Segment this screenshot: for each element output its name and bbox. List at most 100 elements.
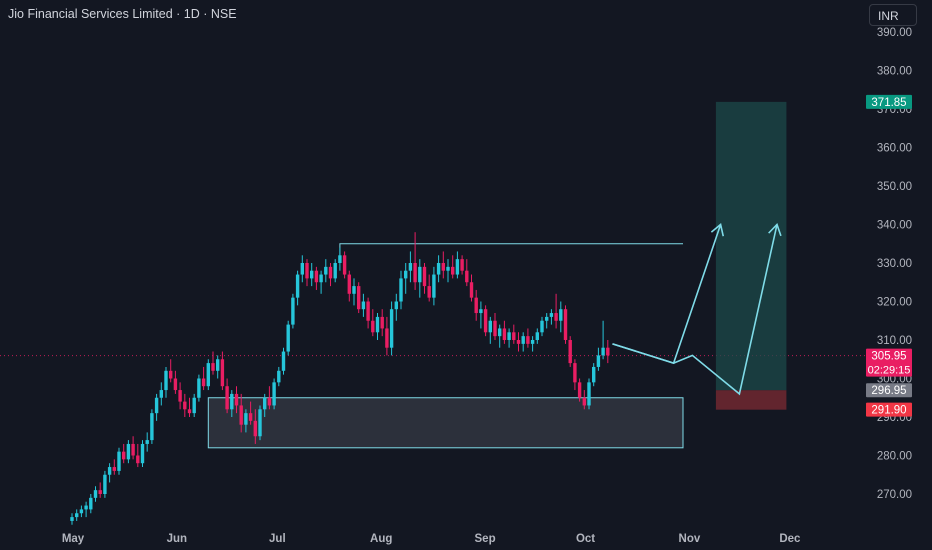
- candle-body: [357, 286, 361, 310]
- candle-body: [530, 340, 535, 344]
- candle-body: [187, 409, 192, 414]
- y-tick-label: 320.00: [877, 297, 912, 309]
- candle-body: [535, 332, 539, 340]
- candle-body: [253, 420, 257, 437]
- candle-body: [324, 266, 328, 275]
- target-zone: [715, 101, 787, 391]
- projection-path-a-arrowhead: [710, 223, 725, 237]
- candle-body: [211, 363, 215, 371]
- candle-body: [84, 505, 88, 510]
- projection-path-a: [612, 224, 722, 365]
- candle-body: [295, 274, 300, 298]
- candle-body: [455, 259, 460, 275]
- candle-body: [178, 390, 182, 402]
- candle-body: [258, 409, 262, 437]
- x-tick-label: Nov: [679, 533, 701, 545]
- candle-body: [93, 490, 98, 498]
- candle-body: [408, 263, 413, 271]
- candle-body: [573, 363, 577, 383]
- currency-button[interactable]: INR: [869, 4, 917, 26]
- candle-body: [606, 347, 610, 356]
- candle-body: [479, 309, 483, 314]
- candle-body: [375, 316, 380, 333]
- x-tick-label: Aug: [370, 533, 392, 545]
- candle-body: [112, 467, 116, 471]
- x-tick-label: Sep: [475, 533, 496, 545]
- current-price-badge: 305.95: [871, 351, 906, 363]
- chart-title: Jio Financial Services Limited · 1D · NS…: [8, 7, 237, 21]
- candle-body: [418, 266, 422, 283]
- candle-body: [512, 332, 516, 340]
- y-tick-label: 310.00: [877, 335, 912, 347]
- candle-body: [140, 443, 145, 464]
- candle-body: [526, 336, 530, 344]
- candle-body: [545, 316, 549, 321]
- target-price-badge: 371.85: [871, 97, 906, 109]
- candle-body: [70, 517, 74, 521]
- candle-body: [300, 263, 304, 275]
- candle-body: [89, 497, 93, 510]
- candle-body: [244, 413, 248, 425]
- candle-body: [173, 378, 178, 391]
- candle-body: [441, 263, 445, 271]
- candle-body: [103, 474, 107, 494]
- candle-body: [488, 320, 492, 333]
- stop-price-badge-bg: [866, 402, 912, 417]
- x-tick-label: Jun: [167, 533, 187, 545]
- candle-body: [79, 509, 84, 514]
- candle-body: [385, 328, 389, 348]
- candle-body: [314, 270, 319, 283]
- candle-body: [394, 301, 398, 310]
- candle-body: [451, 266, 455, 275]
- candle-body: [239, 405, 243, 425]
- candle-body: [126, 443, 131, 460]
- candle-body: [267, 397, 272, 406]
- x-tick-label: Oct: [576, 533, 595, 545]
- x-tick-label: Dec: [779, 533, 801, 545]
- candle-body: [587, 382, 591, 406]
- y-tick-label: 330.00: [877, 258, 912, 270]
- candle-body: [427, 286, 431, 298]
- candle-body: [145, 440, 149, 444]
- stop-price-badge: 291.90: [871, 405, 906, 417]
- stop-zone: [715, 390, 787, 410]
- x-tick-label: May: [62, 533, 85, 545]
- candle-body: [117, 451, 121, 471]
- y-tick-label: 380.00: [877, 66, 912, 78]
- candle-body: [413, 263, 417, 283]
- candle-body: [366, 301, 370, 321]
- target-price-badge-bg: [866, 94, 912, 109]
- candle-body: [460, 259, 464, 271]
- y-tick-label: 270.00: [877, 489, 912, 501]
- candle-body: [507, 332, 511, 340]
- candle-body: [399, 278, 403, 302]
- candle-body: [225, 386, 229, 410]
- candle-body: [169, 370, 173, 379]
- candle-body: [592, 366, 596, 383]
- candle-body: [234, 393, 239, 406]
- y-tick-label: 350.00: [877, 181, 912, 193]
- candle-body: [277, 370, 281, 383]
- candle-body: [286, 324, 290, 352]
- candle-body: [498, 328, 502, 337]
- candle-body: [554, 313, 558, 321]
- candle-body: [493, 320, 497, 337]
- candle-body: [596, 355, 601, 367]
- current-price-badge-bg: [866, 348, 912, 377]
- candle-body: [352, 286, 356, 294]
- candle-body: [559, 309, 563, 321]
- candle-body: [582, 397, 586, 406]
- y-tick-label: 340.00: [877, 220, 912, 232]
- y-tick-label: 390.00: [877, 27, 912, 39]
- entry-price-badge-bg: [866, 383, 912, 398]
- candle-body: [465, 270, 469, 283]
- candle-body: [192, 397, 196, 414]
- candle-body: [159, 390, 163, 398]
- candle-body: [389, 309, 394, 348]
- candle-body: [291, 297, 295, 325]
- candle-body: [483, 309, 488, 333]
- candle-body: [432, 274, 436, 298]
- candle-body: [328, 266, 333, 279]
- candle-body: [197, 378, 201, 398]
